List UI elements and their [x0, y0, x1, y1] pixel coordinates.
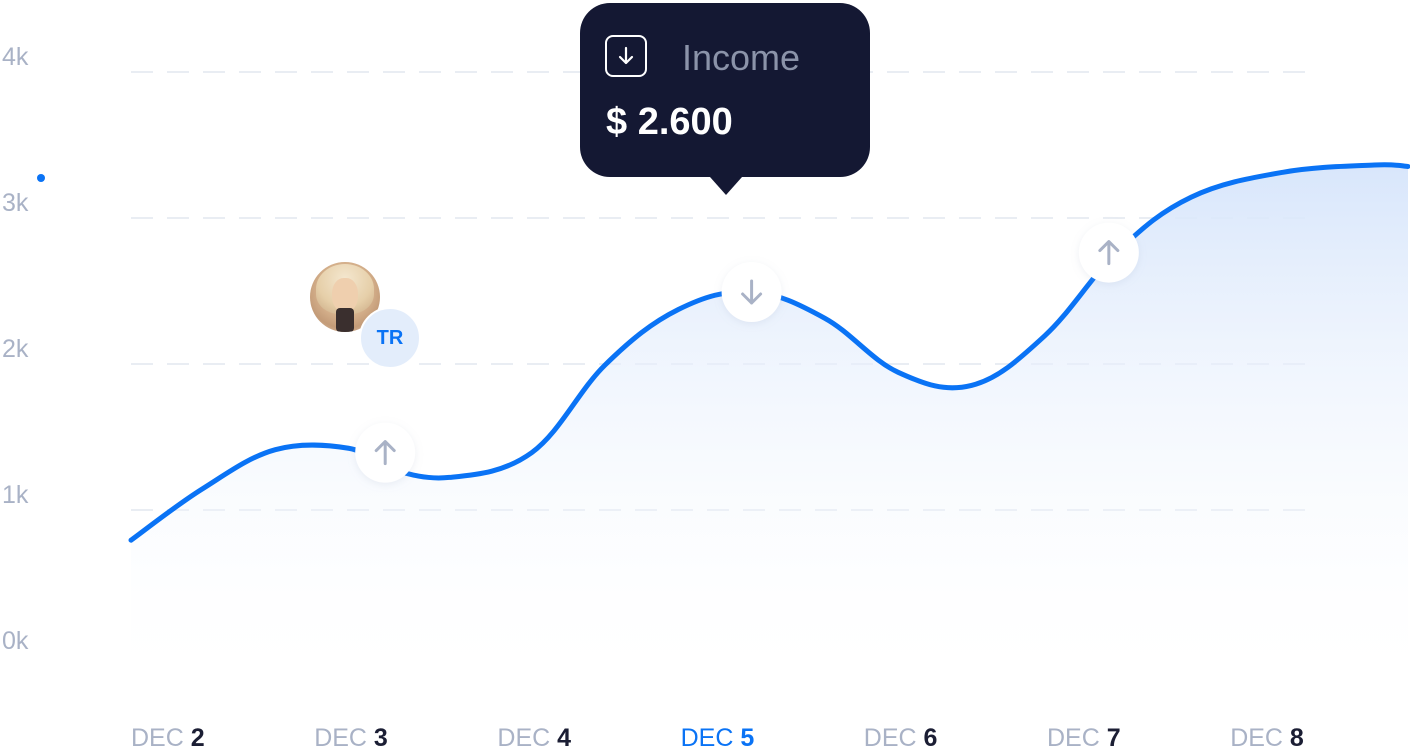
- area-fill: [131, 164, 1408, 698]
- x-tick-day: 3: [374, 724, 388, 752]
- markers: [355, 222, 1139, 483]
- income-tooltip: Income $ 2.600: [580, 3, 870, 195]
- x-tick-label: DEC 5: [681, 724, 755, 752]
- arrow-down-icon: [741, 279, 763, 305]
- y-tick-label: 1k: [2, 481, 29, 509]
- x-tick-month: DEC: [131, 724, 191, 752]
- point-marker[interactable]: [355, 422, 416, 483]
- x-tick-day: 6: [924, 724, 938, 752]
- x-tick-day: 7: [1107, 724, 1121, 752]
- arrow-stroke: [374, 440, 396, 466]
- x-tick-day: 4: [557, 724, 571, 752]
- x-tick-month: DEC: [314, 724, 374, 752]
- x-tick-day: 2: [191, 724, 205, 752]
- y-axis: 4k 3k 2k 1k 0k: [2, 43, 29, 655]
- x-tick-month: DEC: [1230, 724, 1290, 752]
- y-tick-label: 4k: [2, 43, 29, 71]
- arrow-up-icon: [374, 440, 396, 466]
- arrow-up-icon: [1098, 240, 1120, 266]
- y-tick-label: 3k: [2, 189, 29, 217]
- avatar-face: [332, 278, 358, 312]
- x-axis: DEC 2 DEC 3 DEC 4 DEC 5 DEC 6 DEC 7 DEC 8: [131, 724, 1304, 752]
- arrow-stroke: [1098, 240, 1120, 266]
- y-tick-label: 2k: [2, 335, 29, 363]
- tooltip-pointer: [710, 177, 742, 195]
- x-tick-label: DEC 2: [131, 724, 205, 752]
- x-tick-label: DEC 7: [1047, 724, 1121, 752]
- indicator-dot: [37, 174, 45, 182]
- x-tick-label: DEC 6: [864, 724, 938, 752]
- arrow-stroke: [741, 279, 763, 305]
- avatar-neck: [336, 308, 354, 332]
- user-avatar[interactable]: [310, 262, 380, 332]
- x-tick-day: 5: [740, 724, 754, 752]
- x-tick-month: DEC: [681, 724, 741, 752]
- y-tick-label: 0k: [2, 627, 29, 655]
- x-tick-label: DEC 8: [1230, 724, 1304, 752]
- x-tick-month: DEC: [497, 724, 557, 752]
- tooltip-value: $ 2.600: [606, 101, 733, 143]
- point-marker[interactable]: [721, 262, 782, 322]
- tooltip-label: Income: [682, 37, 801, 78]
- initials-badge[interactable]: TR: [359, 307, 421, 369]
- x-tick-label: DEC 3: [314, 724, 388, 752]
- x-tick-month: DEC: [1047, 724, 1107, 752]
- x-tick-label: DEC 4: [497, 724, 571, 752]
- arrow-down-box-icon: [605, 35, 647, 77]
- point-marker[interactable]: [1078, 222, 1139, 283]
- x-tick-day: 8: [1290, 724, 1304, 752]
- x-tick-month: DEC: [864, 724, 924, 752]
